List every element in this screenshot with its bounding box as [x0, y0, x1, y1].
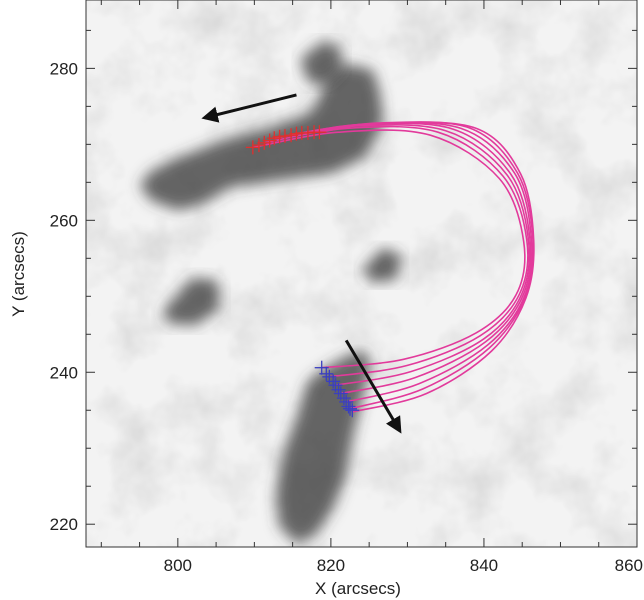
motion-arrow: [344, 339, 402, 434]
dark-region: [361, 247, 402, 283]
x-tick-label: 860: [615, 556, 643, 575]
dark-regions: [139, 41, 402, 544]
y-tick-label: 220: [50, 515, 78, 534]
field-loop: [252, 129, 526, 369]
y-tick-labels: 220 240 260 280: [50, 59, 78, 534]
y-axis-label: Y (arcsecs): [9, 231, 28, 317]
x-tick-label: 800: [164, 556, 192, 575]
north-footpoint-marker: [312, 125, 327, 140]
north-footpoint-marker: [245, 140, 260, 155]
field-loop: [274, 124, 531, 386]
y-tick-label: 260: [50, 211, 78, 230]
south-footpoint-marker: [336, 391, 351, 406]
north-footpoint-marker: [251, 138, 266, 153]
x-axis-label: X (arcsecs): [315, 579, 401, 598]
x-tick-label: 840: [470, 556, 498, 575]
y-tick-label: 240: [50, 363, 78, 382]
motion-arrow: [201, 93, 297, 123]
north-footpoint-marker: [272, 129, 287, 144]
south-footpoint-marker: [343, 401, 358, 416]
dark-region: [275, 351, 371, 544]
plot-area: [86, 0, 637, 547]
north-footpoint-marker: [277, 128, 292, 143]
dark-region: [139, 63, 383, 211]
arrows: [201, 93, 402, 434]
dark-region: [300, 41, 344, 86]
north-footpoint-marker: [289, 126, 304, 141]
x-ticks: [100, 0, 638, 547]
south-footpoint-marker: [345, 403, 360, 418]
x-tick-labels: 800 820 840 860: [164, 556, 643, 575]
dark-region: [162, 277, 220, 326]
field-loop: [264, 125, 529, 378]
field-loop: [319, 121, 535, 413]
south-footpoint-marker: [331, 382, 346, 397]
north-footpoint-marker: [300, 125, 315, 140]
loops: [252, 121, 535, 413]
south-footpoint-marker: [341, 399, 356, 414]
plot-frame: [85, 0, 638, 548]
x-tick-label: 820: [317, 556, 345, 575]
south-footpoint-marker: [319, 366, 334, 381]
y-tick-label: 280: [50, 59, 78, 78]
y-ticks: [86, 29, 637, 525]
south-footpoint-marker: [326, 374, 341, 389]
north-footpoint-marker: [267, 131, 282, 146]
north-footpoint-marker: [284, 128, 299, 143]
north-footpoint-marker: [257, 135, 272, 150]
footpoints: [245, 125, 360, 418]
